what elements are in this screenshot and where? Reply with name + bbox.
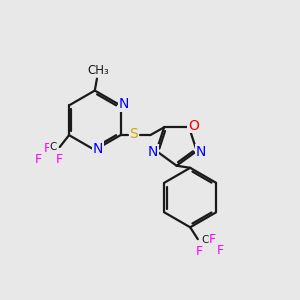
Text: N: N <box>93 142 104 156</box>
Text: O: O <box>188 118 199 133</box>
Text: N: N <box>118 97 129 111</box>
Text: S: S <box>129 127 138 141</box>
Text: F: F <box>217 244 224 257</box>
Text: N: N <box>148 145 158 159</box>
Text: C: C <box>201 235 208 245</box>
Text: CH₃: CH₃ <box>87 64 109 77</box>
Text: F: F <box>35 153 42 166</box>
Text: F: F <box>44 142 50 155</box>
Text: F: F <box>196 245 203 258</box>
Text: C: C <box>49 142 57 152</box>
Text: N: N <box>196 145 206 159</box>
Text: F: F <box>209 233 216 246</box>
Text: F: F <box>56 153 63 166</box>
